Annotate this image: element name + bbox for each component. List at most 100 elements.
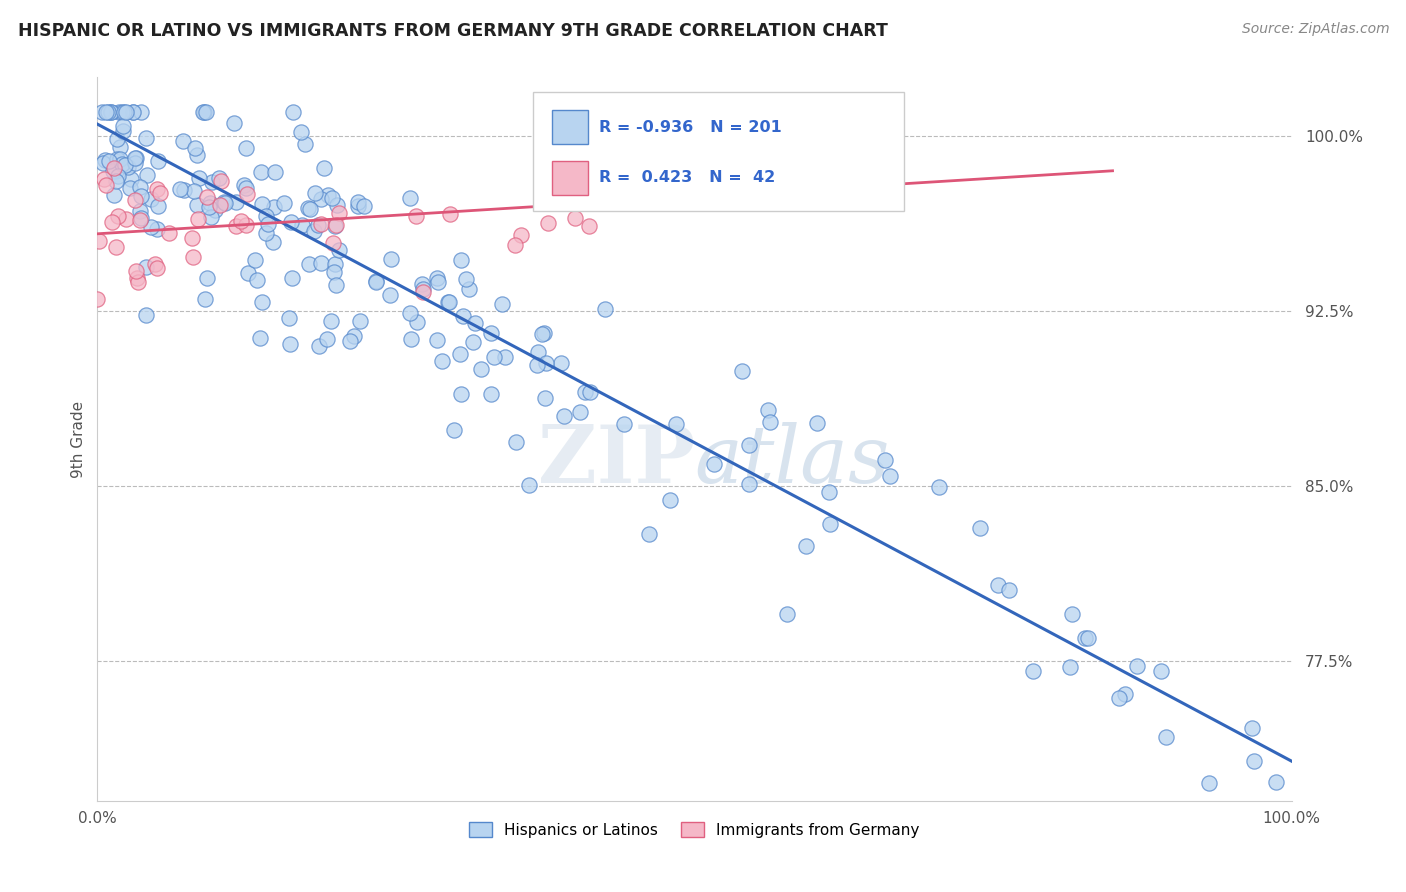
Point [181,231,204,245]
Point [146,261,169,276]
Point [173,183,195,197]
Point [426,275,449,289]
Point [298,202,321,216]
Point [1265,774,1288,789]
Point [432,354,454,368]
Point [534,391,557,405]
Point [291,218,314,232]
Point [316,332,339,346]
Point [366,275,388,289]
Point [129,203,152,218]
Point [412,285,434,299]
Point [456,272,478,286]
Point [426,333,449,347]
Point [104,174,127,188]
Point [112,124,135,138]
Point [450,252,472,267]
Point [461,334,484,349]
Point [181,250,204,264]
Point [364,274,387,288]
Point [297,201,319,215]
Point [146,182,169,196]
Point [818,516,841,531]
Point [229,213,252,227]
Text: R =  0.423   N =  42: R = 0.423 N = 42 [599,170,775,186]
Point [505,435,527,450]
Point [550,356,572,370]
Point [143,257,166,271]
Point [209,197,232,211]
Point [380,288,402,302]
Point [114,105,136,120]
Point [1074,632,1097,646]
Point [664,417,686,431]
Point [794,539,817,553]
Point [481,326,503,341]
Point [186,197,208,211]
Point [312,161,335,175]
Point [281,271,304,285]
Point [304,186,326,200]
Point [398,192,420,206]
Point [879,469,901,483]
Point [103,161,125,175]
Point [756,403,779,417]
Point [235,181,257,195]
Point [537,216,560,230]
Point [1154,730,1177,744]
Point [94,178,117,192]
Point [250,197,273,211]
Point [254,209,277,223]
Point [322,235,344,250]
Point [290,126,312,140]
Point [302,223,325,237]
Point [225,219,247,234]
Point [236,186,259,201]
Point [129,212,152,227]
Text: atlas: atlas [695,422,890,500]
Point [1059,659,1081,673]
Point [157,227,180,241]
Point [380,252,402,266]
Point [204,203,226,218]
Point [613,417,636,431]
Point [479,387,502,401]
Point [553,409,575,424]
Point [595,301,617,316]
Point [128,180,150,194]
Point [120,181,142,195]
Point [323,219,346,233]
Point [105,132,128,146]
Point [451,310,474,324]
Point [107,209,129,223]
Point [214,195,236,210]
Point [125,264,148,278]
Point [235,218,257,232]
Point [195,190,218,204]
Point [347,195,370,210]
Point [129,105,152,120]
Point [1077,631,1099,645]
Legend: Hispanics or Latinos, Immigrants from Germany: Hispanics or Latinos, Immigrants from Ge… [463,815,927,844]
Point [806,417,828,431]
Point [97,154,120,169]
Point [574,384,596,399]
Point [703,457,725,471]
Point [186,147,208,161]
Point [1062,607,1084,622]
Point [86,292,108,306]
Point [731,364,754,378]
Point [184,141,207,155]
Point [127,276,149,290]
Point [236,266,259,280]
Point [120,172,142,186]
Point [578,219,600,233]
Point [100,105,122,120]
Point [298,257,321,271]
Point [527,345,550,359]
Point [111,120,134,134]
Point [280,215,302,229]
Point [250,294,273,309]
Point [1198,776,1220,790]
Point [319,314,342,328]
